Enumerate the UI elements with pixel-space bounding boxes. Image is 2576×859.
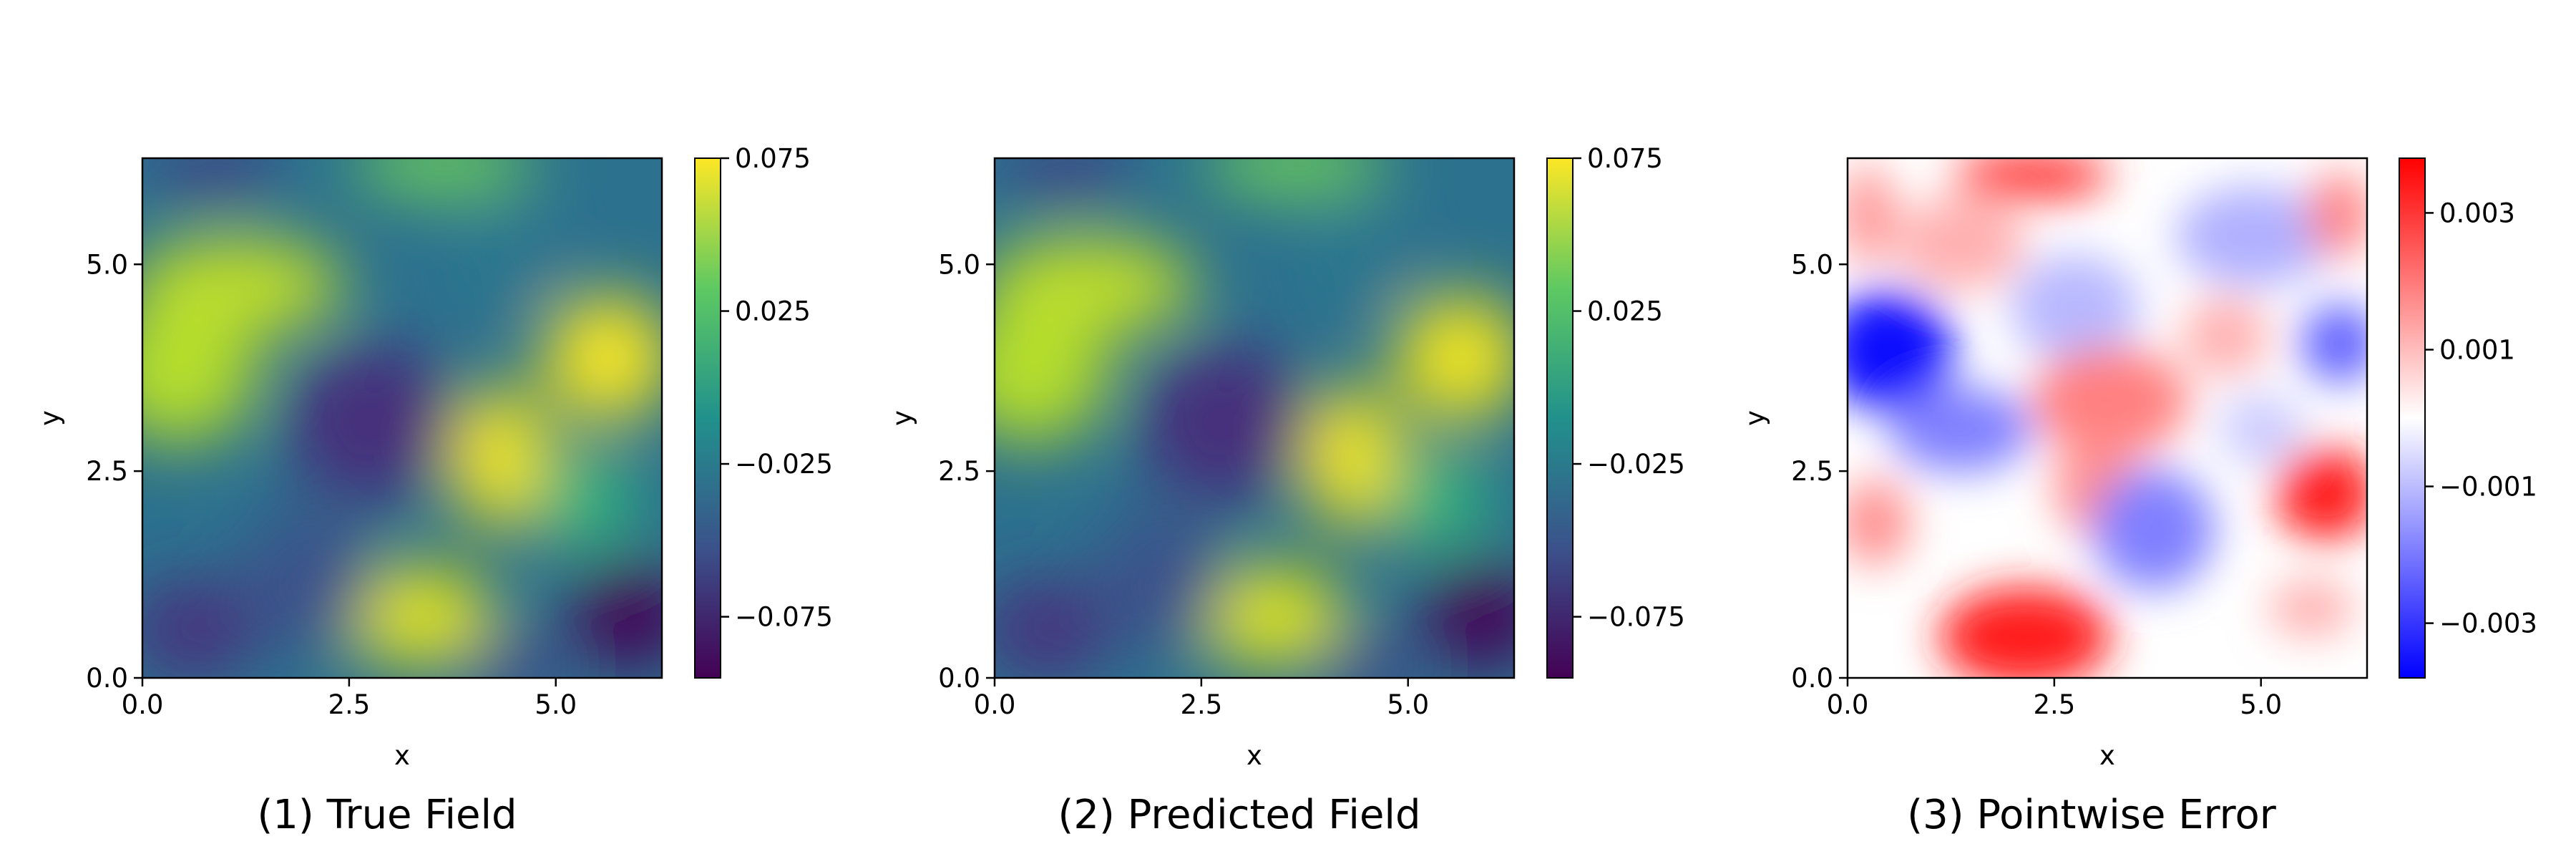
x-tick-label: 5.0: [2240, 689, 2282, 720]
colorbar-tick-label: 0.075: [735, 143, 811, 174]
x-axis-label: x: [1246, 740, 1262, 771]
colorbar-ticks: 0.075 0.025 −0.025 −0.075: [721, 143, 833, 633]
y-tick-label: 5.0: [938, 249, 980, 280]
x-tick-label: 0.0: [974, 689, 1016, 720]
y-axis-label: y: [887, 410, 917, 426]
colorbar-tick-label: −0.003: [2439, 608, 2537, 639]
x-tick-label: 0.0: [1827, 689, 1869, 720]
y-tick-label: 5.0: [1791, 249, 1833, 280]
colorbar-tick-label: −0.075: [735, 602, 833, 633]
colorbar-tick-label: 0.001: [2439, 334, 2515, 365]
y-axis-label: y: [34, 410, 65, 426]
panel-caption: (3) Pointwise Error: [1907, 792, 2276, 838]
colorbar-tick-label: 0.003: [2439, 198, 2515, 228]
colorbar-tick-label: 0.025: [1587, 296, 1663, 327]
colorbar: [2399, 157, 2426, 679]
colorbar-tick-label: −0.075: [1587, 602, 1685, 633]
colorbar-ticks: 0.003 0.001 −0.001 −0.003: [2425, 198, 2537, 639]
x-axis-label: x: [2099, 740, 2115, 771]
heatmap-true-field: [142, 158, 662, 678]
y-axis-label: y: [1740, 410, 1770, 426]
y-tick-label: 0.0: [938, 663, 980, 694]
panel-caption: (1) True Field: [257, 792, 517, 838]
panel-predicted-field: 0.0 2.5 5.0 0.0 2.5 5.0 x y 0.075 0.025 −0.025 −…: [887, 143, 1685, 838]
heatmap-pointwise-error: [1848, 158, 2367, 678]
colorbar-ticks: 0.075 0.025 −0.025 −0.075: [1573, 143, 1685, 633]
axes-frame: [993, 157, 1516, 679]
colorbar-tick-label: −0.001: [2439, 472, 2537, 503]
y-tick-label: 0.0: [1791, 663, 1833, 694]
x-tick-label: 2.5: [2033, 689, 2075, 720]
panel-pointwise-error: 0.0 2.5 5.0 0.0 2.5 5.0 x y 0.003 0.001 −0.001 −…: [1740, 157, 2537, 838]
axes-ticks: 0.0 2.5 5.0 0.0 2.5 5.0: [1791, 249, 2282, 720]
axes-frame: [141, 157, 663, 679]
colorbar-tick-label: 0.025: [735, 296, 811, 327]
x-tick-label: 2.5: [1180, 689, 1222, 720]
colorbar: [694, 157, 721, 679]
panel-caption: (2) Predicted Field: [1058, 792, 1420, 838]
panel-true-field: 0.0 2.5 5.0 0.0 2.5 5.0 x y 0.075 0.025 −0.025 −…: [34, 143, 833, 838]
x-tick-label: 0.0: [122, 689, 164, 720]
y-tick-label: 2.5: [1791, 456, 1833, 487]
colorbar-tick-label: 0.075: [1587, 143, 1663, 174]
axes-ticks: 0.0 2.5 5.0 0.0 2.5 5.0: [86, 249, 577, 720]
colorbar-tick-label: −0.025: [1587, 449, 1685, 480]
axes-frame: [1846, 157, 2368, 679]
x-axis-label: x: [394, 740, 410, 771]
y-tick-label: 2.5: [86, 456, 128, 487]
x-tick-label: 5.0: [535, 689, 577, 720]
x-tick-label: 5.0: [1387, 689, 1429, 720]
y-tick-label: 0.0: [86, 663, 128, 694]
y-tick-label: 5.0: [86, 249, 128, 280]
heatmap-predicted-field: [995, 158, 1514, 678]
x-tick-label: 2.5: [328, 689, 370, 720]
colorbar: [1546, 157, 1574, 679]
axes-ticks: 0.0 2.5 5.0 0.0 2.5 5.0: [938, 249, 1429, 720]
y-tick-label: 2.5: [938, 456, 980, 487]
colorbar-tick-label: −0.025: [735, 449, 833, 480]
